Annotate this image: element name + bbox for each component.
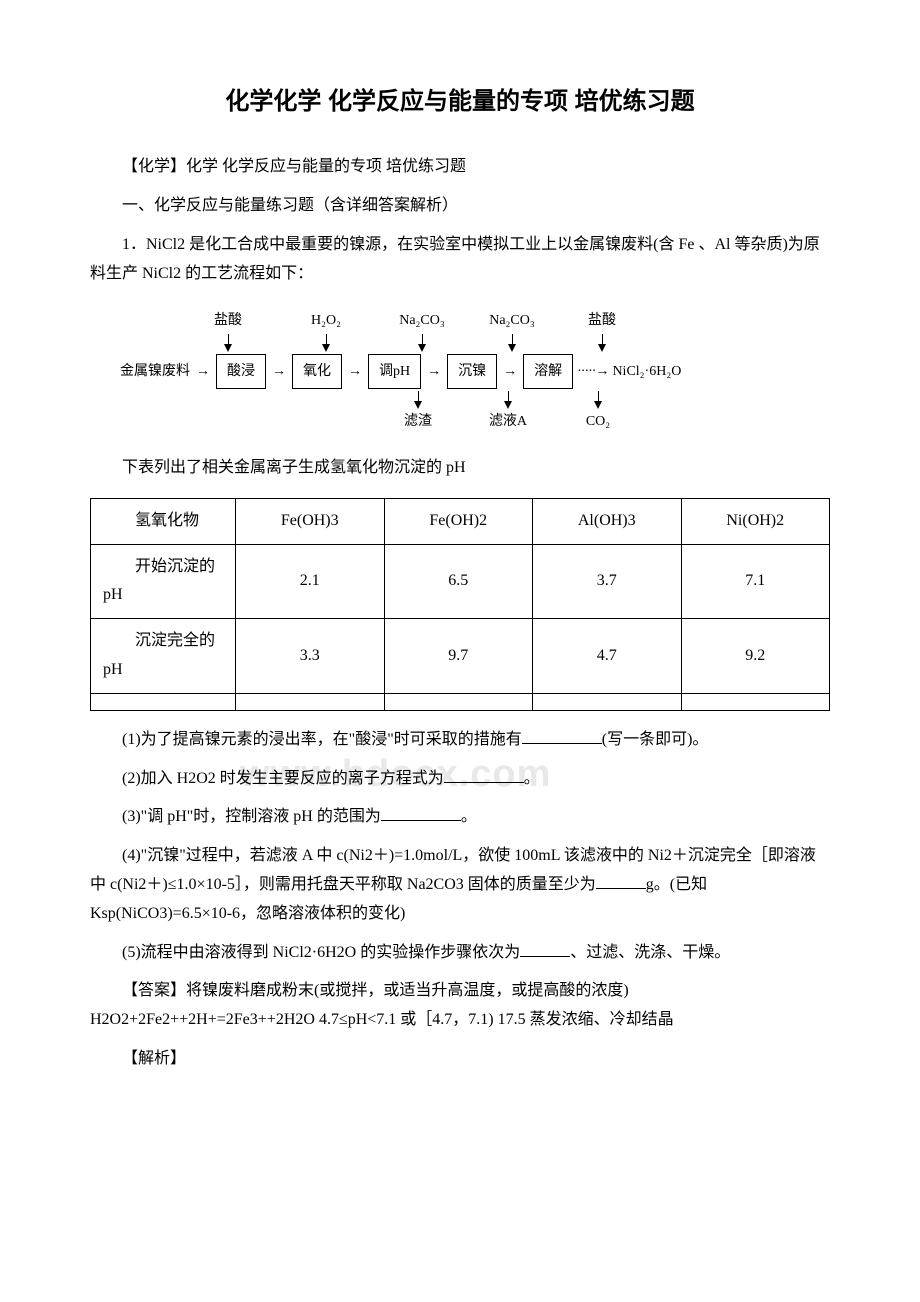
q1-4: (4)"沉镍"过程中，若滤液 A 中 c(Ni2＋)=1.0mol/L，欲使 1… xyxy=(90,842,830,928)
table-cell: 2.1 xyxy=(236,544,385,619)
flow-top-label: 盐酸 xyxy=(588,308,616,333)
table-cell xyxy=(384,693,533,710)
ph-table: 氢氧化物 Fe(OH)3 Fe(OH)2 Al(OH)3 Ni(OH)2 开始沉… xyxy=(90,498,830,711)
arrow-down-icon xyxy=(322,344,330,352)
flow-box: 酸浸 xyxy=(216,354,266,389)
arrow-down-icon xyxy=(418,344,426,352)
flow-bottom-label: CO₂ xyxy=(586,409,610,434)
table-header-cell: Ni(OH)2 xyxy=(681,498,830,544)
flow-dots: ·····→ xyxy=(577,359,608,384)
table-cell xyxy=(681,693,830,710)
table-cell: 3.3 xyxy=(236,619,385,694)
arrow-right-icon: → xyxy=(425,359,443,384)
page-title: 化学化学 化学反应与能量的专项 培优练习题 xyxy=(90,80,830,123)
blank-fill xyxy=(596,872,646,889)
table-cell: 9.2 xyxy=(681,619,830,694)
table-cell: 开始沉淀的 pH xyxy=(91,544,236,619)
table-cell: 4.7 xyxy=(533,619,682,694)
arrow-down-icon xyxy=(224,344,232,352)
table-row: 开始沉淀的 pH 2.1 6.5 3.7 7.1 xyxy=(91,544,830,619)
flow-top-label: Na₂CO₃ xyxy=(489,308,535,333)
table-cell xyxy=(533,693,682,710)
table-header-cell: Al(OH)3 xyxy=(533,498,682,544)
table-cell: 7.1 xyxy=(681,544,830,619)
flow-end: NiCl₂·6H₂O xyxy=(612,359,681,384)
flow-bottom-label: 滤液A xyxy=(489,409,527,434)
flow-box: 沉镍 xyxy=(447,354,497,389)
arrow-right-icon: → xyxy=(501,359,519,384)
flow-start: 金属镍废料 xyxy=(120,359,190,384)
table-cell: 3.7 xyxy=(533,544,682,619)
flow-top-label: 盐酸 xyxy=(214,308,242,333)
table-cell: 6.5 xyxy=(384,544,533,619)
table-header-cell: Fe(OH)2 xyxy=(384,498,533,544)
arrow-right-icon: → xyxy=(194,359,212,384)
table-cell: 9.7 xyxy=(384,619,533,694)
q1-stem: 1．NiCl2 是化工合成中最重要的镍源，在实验室中模拟工业上以金属镍废料(含 … xyxy=(90,231,830,289)
q1-1: (1)为了提高镍元素的浸出率，在"酸浸"时可采取的措施有(写一条即可)。 xyxy=(90,726,830,755)
table-row: 沉淀完全的 pH 3.3 9.7 4.7 9.2 xyxy=(91,619,830,694)
explain: 【解析】 xyxy=(90,1045,830,1074)
arrow-down-icon xyxy=(508,344,516,352)
process-flowchart: 盐酸 H₂O₂ Na₂CO₃ Na₂CO₃ 盐酸 金属镍废料 → 酸浸 → 氧化… xyxy=(120,308,800,434)
table-header-cell: Fe(OH)3 xyxy=(236,498,385,544)
arrow-right-icon: → xyxy=(270,359,288,384)
flow-bottom-label: 滤渣 xyxy=(404,409,432,434)
blank-fill xyxy=(520,940,570,957)
arrow-down-icon xyxy=(414,401,422,409)
intro-line-1: 【化学】化学 化学反应与能量的专项 培优练习题 xyxy=(90,153,830,182)
flow-top-label: H₂O₂ xyxy=(311,308,341,333)
table-row xyxy=(91,693,830,710)
arrow-right-icon: → xyxy=(346,359,364,384)
flow-box: 溶解 xyxy=(523,354,573,389)
table-cell xyxy=(91,693,236,710)
flow-box: 调pH xyxy=(368,354,421,389)
table-cell xyxy=(236,693,385,710)
blank-fill xyxy=(381,804,461,821)
answer: 【答案】将镍废料磨成粉末(或搅拌，或适当升高温度，或提高酸的浓度) H2O2+2… xyxy=(90,977,830,1035)
table-caption: 下表列出了相关金属离子生成氢氧化物沉淀的 pH xyxy=(90,454,830,483)
intro-line-2: 一、化学反应与能量练习题（含详细答案解析） xyxy=(90,192,830,221)
q1-3: (3)"调 pH"时，控制溶液 pH 的范围为。 xyxy=(90,803,830,832)
flow-box: 氧化 xyxy=(292,354,342,389)
table-header-cell: 氢氧化物 xyxy=(91,498,236,544)
q1-5: (5)流程中由溶液得到 NiCl2·6H2O 的实验操作步骤依次为、过滤、洗涤、… xyxy=(90,939,830,968)
flow-top-label: Na₂CO₃ xyxy=(399,308,445,333)
blank-fill xyxy=(522,727,602,744)
blank-fill xyxy=(444,766,524,783)
arrow-down-icon xyxy=(504,401,512,409)
arrow-down-icon xyxy=(594,401,602,409)
table-row: 氢氧化物 Fe(OH)3 Fe(OH)2 Al(OH)3 Ni(OH)2 xyxy=(91,498,830,544)
q1-2: (2)加入 H2O2 时发生主要反应的离子方程式为。 xyxy=(90,765,830,794)
table-cell: 沉淀完全的 pH xyxy=(91,619,236,694)
arrow-down-icon xyxy=(598,344,606,352)
